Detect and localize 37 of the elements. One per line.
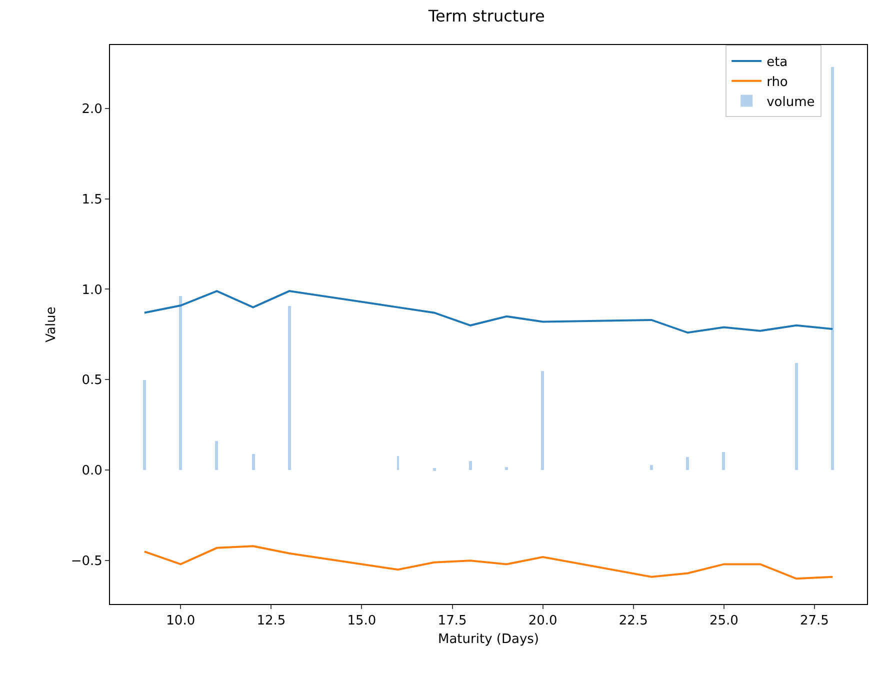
x-tick-label: 20.0 — [528, 614, 558, 629]
x-tick-label: 12.5 — [256, 614, 286, 629]
y-tick-label: −0.5 — [70, 554, 102, 570]
y-tick-label: 1.0 — [82, 282, 102, 298]
bar — [252, 454, 255, 470]
line-series — [143, 290, 834, 334]
x-tick-label: 15.0 — [347, 614, 376, 629]
bar — [686, 457, 689, 470]
bar — [505, 467, 508, 470]
y-tick-label: 2.0 — [82, 102, 102, 117]
bar — [831, 67, 834, 470]
y-tick-label: 0.0 — [82, 464, 102, 479]
bar — [397, 456, 399, 470]
bar — [795, 363, 798, 470]
bar — [541, 371, 544, 470]
bar — [179, 296, 182, 470]
bar — [288, 306, 291, 470]
x-tick-label: 27.5 — [800, 614, 829, 629]
legend-label: volume — [766, 94, 815, 110]
bar — [433, 468, 436, 471]
y-axis-title: Value — [44, 306, 59, 342]
x-tick-label: 10.0 — [166, 614, 196, 629]
bar — [722, 452, 725, 470]
bar — [215, 441, 218, 470]
y-tick-label: 1.5 — [82, 192, 102, 208]
x-tick-label: 25.0 — [709, 614, 738, 629]
bar — [143, 380, 146, 470]
legend-label: rho — [766, 74, 788, 90]
x-axis-title: Maturity (Days) — [438, 632, 539, 648]
bar — [469, 461, 472, 470]
legend-label: eta — [766, 55, 788, 70]
y-tick-label: 0.5 — [82, 373, 102, 388]
chart-title: Term structure — [427, 6, 545, 26]
x-tick-label: 17.5 — [438, 614, 467, 629]
x-tick-label: 22.5 — [618, 614, 648, 629]
line-series — [143, 545, 834, 580]
bar — [650, 465, 653, 470]
